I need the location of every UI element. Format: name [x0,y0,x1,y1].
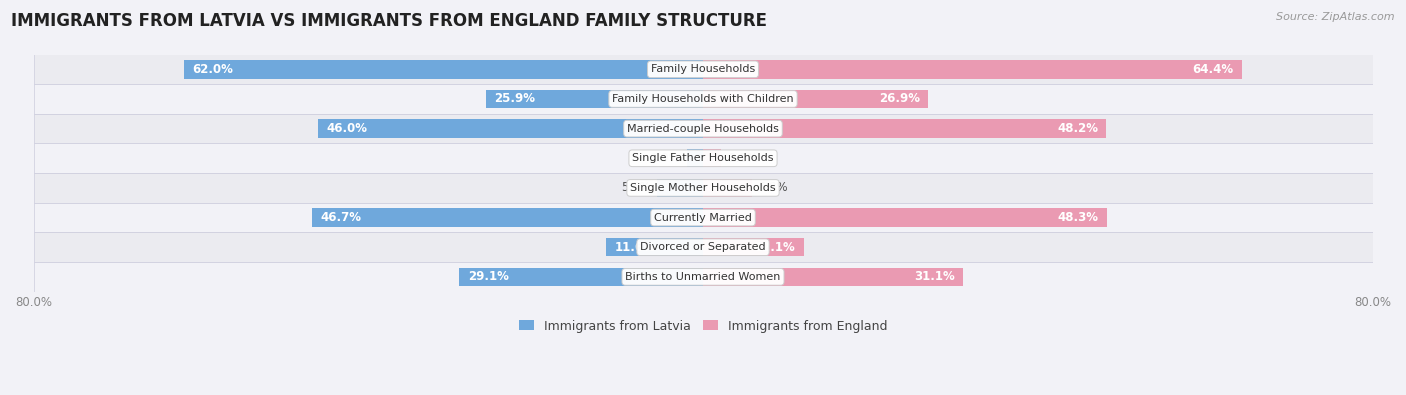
Bar [606,238,703,256]
Text: 31.1%: 31.1% [914,270,955,283]
Text: Single Father Households: Single Father Households [633,153,773,163]
Bar [657,179,703,197]
Text: 26.9%: 26.9% [879,92,920,105]
Bar [34,55,1372,84]
Text: 2.2%: 2.2% [728,152,758,165]
Bar [460,268,703,286]
Text: 48.3%: 48.3% [1057,211,1099,224]
Bar [184,60,703,79]
Text: Source: ZipAtlas.com: Source: ZipAtlas.com [1277,12,1395,22]
Bar [318,119,703,138]
Text: Family Households: Family Households [651,64,755,74]
Bar [34,262,1372,292]
Bar [703,238,804,256]
Text: 5.5%: 5.5% [620,181,651,194]
Bar [703,60,1241,79]
Legend: Immigrants from Latvia, Immigrants from England: Immigrants from Latvia, Immigrants from … [513,315,893,338]
Text: 48.2%: 48.2% [1057,122,1098,135]
Bar [703,90,928,108]
Bar [312,209,703,227]
Text: 29.1%: 29.1% [468,270,509,283]
Bar [34,232,1372,262]
Bar [688,149,703,167]
Text: 1.9%: 1.9% [651,152,681,165]
Bar [486,90,703,108]
Text: 11.6%: 11.6% [614,241,655,254]
Text: IMMIGRANTS FROM LATVIA VS IMMIGRANTS FROM ENGLAND FAMILY STRUCTURE: IMMIGRANTS FROM LATVIA VS IMMIGRANTS FRO… [11,12,768,30]
Bar [703,179,752,197]
Text: Currently Married: Currently Married [654,213,752,222]
Text: Births to Unmarried Women: Births to Unmarried Women [626,272,780,282]
Bar [703,209,1107,227]
Text: 46.0%: 46.0% [326,122,367,135]
Text: 62.0%: 62.0% [193,63,233,76]
Bar [34,173,1372,203]
Text: 12.1%: 12.1% [755,241,796,254]
Text: 25.9%: 25.9% [495,92,536,105]
Bar [703,149,721,167]
Bar [34,143,1372,173]
Bar [703,268,963,286]
Bar [34,203,1372,232]
Text: Married-couple Households: Married-couple Households [627,124,779,134]
Bar [34,84,1372,114]
Text: 5.8%: 5.8% [758,181,787,194]
Text: Family Households with Children: Family Households with Children [612,94,794,104]
Text: Divorced or Separated: Divorced or Separated [640,242,766,252]
Bar [34,114,1372,143]
Text: 64.4%: 64.4% [1192,63,1233,76]
Text: 46.7%: 46.7% [321,211,361,224]
Bar [703,119,1107,138]
Text: Single Mother Households: Single Mother Households [630,183,776,193]
